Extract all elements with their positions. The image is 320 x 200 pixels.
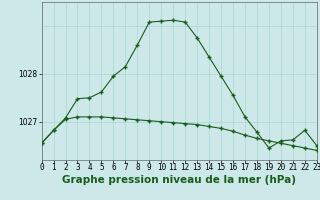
X-axis label: Graphe pression niveau de la mer (hPa): Graphe pression niveau de la mer (hPa) bbox=[62, 175, 296, 185]
